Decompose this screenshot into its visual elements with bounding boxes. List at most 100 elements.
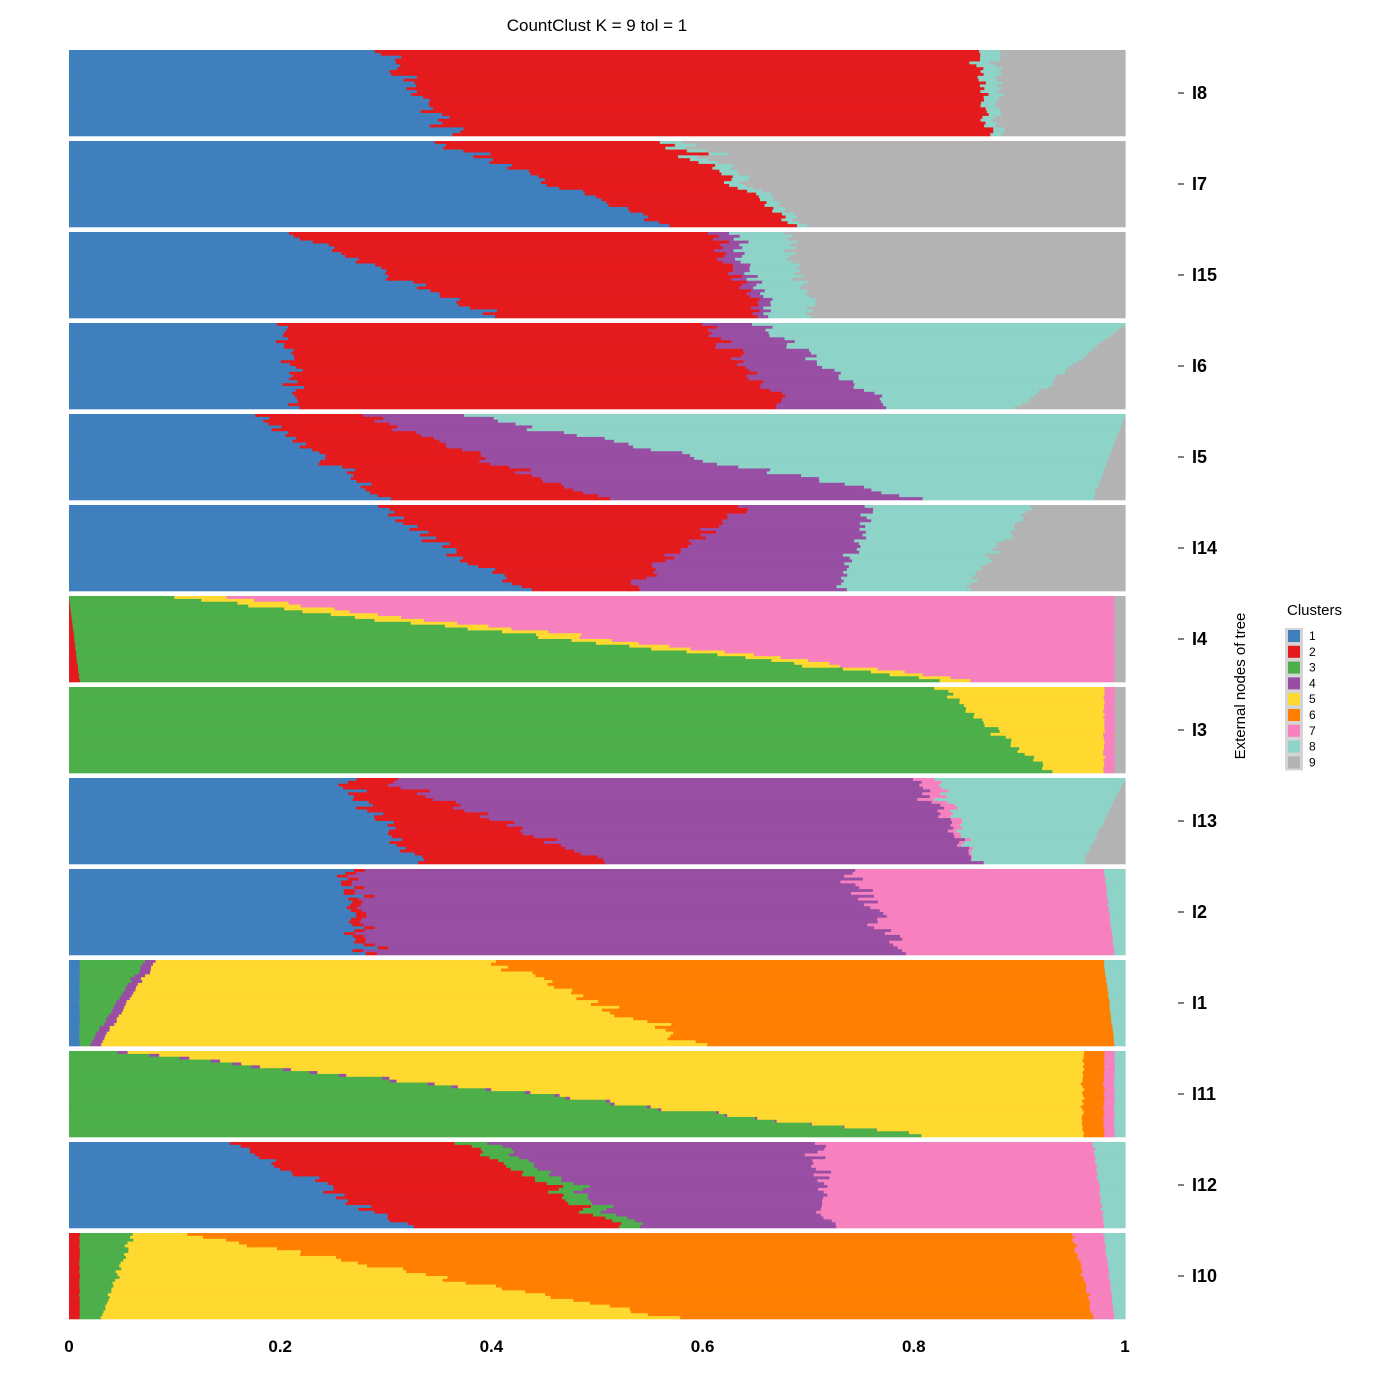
bar-segment-cluster-8 <box>1107 985 1126 989</box>
bar-segment-cluster-1 <box>69 232 290 236</box>
bar-segment-cluster-3 <box>69 1119 776 1123</box>
bar-segment-cluster-4 <box>727 516 868 520</box>
bar-segment-cluster-5 <box>998 727 1105 731</box>
bar-segment-cluster-8 <box>871 488 1096 492</box>
bar-segment-cluster-4 <box>722 246 743 250</box>
bar-segment-cluster-4 <box>364 869 856 873</box>
bar-segment-cluster-5 <box>111 1290 526 1294</box>
bar-segment-cluster-7 <box>831 1170 1098 1174</box>
bar-segment-cluster-2 <box>371 482 562 486</box>
bar-segment-cluster-8 <box>972 855 1085 859</box>
bar-segment-cluster-6 <box>629 1307 1091 1311</box>
bar-segment-cluster-4 <box>582 491 882 495</box>
bar-segment-cluster-1 <box>69 340 277 344</box>
bar-segment-cluster-9 <box>777 204 1126 208</box>
bar-segment-cluster-7 <box>424 618 1115 623</box>
bar-segment-cluster-8 <box>1114 1131 1126 1135</box>
bar-segment-cluster-8 <box>756 283 803 287</box>
bar-segment-cluster-3 <box>583 1207 608 1212</box>
bar-segment-cluster-4 <box>653 570 844 575</box>
bar-segment-cluster-8 <box>841 576 973 580</box>
bar-segment-cluster-8 <box>1106 883 1126 887</box>
bar-segment-cluster-9 <box>811 315 1126 319</box>
legend-title: Clusters <box>1287 602 1342 619</box>
bar-segment-cluster-8 <box>1104 1235 1126 1240</box>
bar-segment-cluster-2 <box>538 175 734 179</box>
bar-segment-cluster-3 <box>79 1255 127 1260</box>
bar-segment-cluster-1 <box>69 158 494 162</box>
bar-segment-cluster-7 <box>822 1202 1102 1206</box>
bar-segment-cluster-9 <box>1004 93 1126 97</box>
bar-segment-cluster-5 <box>126 1000 599 1004</box>
bar-segment-cluster-5 <box>727 1114 1083 1118</box>
bar-segment-cluster-2 <box>531 588 641 592</box>
bar-segment-cluster-7 <box>874 926 1112 930</box>
bar-segment-cluster-8 <box>985 107 1001 111</box>
bar-segment-cluster-9 <box>796 215 1126 219</box>
bar-segment-cluster-6 <box>535 974 1107 978</box>
bar-segment-cluster-2 <box>417 525 720 529</box>
bar-segment-cluster-4 <box>615 1213 822 1217</box>
bar-segment-cluster-4 <box>139 971 151 975</box>
panel-i13: I13 <box>69 778 1217 865</box>
bar-segment-cluster-1 <box>69 1031 80 1035</box>
bar-segment-cluster-1 <box>69 838 403 842</box>
bar-segment-cluster-2 <box>374 50 980 54</box>
bar-segment-cluster-2 <box>504 573 658 577</box>
bar-segment-cluster-2 <box>69 1301 81 1305</box>
bar-segment-cluster-4 <box>115 1003 127 1007</box>
bar-segment-cluster-1 <box>69 388 297 393</box>
bar-segment-cluster-2 <box>389 1219 613 1223</box>
group-label-i15: I15 <box>1192 265 1217 285</box>
bar-segment-cluster-1 <box>69 181 542 185</box>
bar-segment-cluster-9 <box>1072 363 1126 367</box>
bar-segment-cluster-2 <box>288 403 778 407</box>
bar-segment-cluster-5 <box>457 1085 1084 1089</box>
bar-segment-cluster-3 <box>70 610 304 614</box>
bar-segment-cluster-1 <box>69 81 415 85</box>
bar-segment-cluster-8 <box>1110 1281 1126 1285</box>
bar-segment-cluster-8 <box>1105 877 1126 881</box>
bar-segment-cluster-1 <box>69 1164 275 1169</box>
bar-segment-cluster-4 <box>705 536 867 540</box>
bar-segment-cluster-6 <box>1083 1102 1105 1106</box>
bar-segment-cluster-9 <box>1119 789 1126 793</box>
bar-segment-cluster-1 <box>69 841 391 845</box>
bar-segment-cluster-9 <box>681 141 1126 145</box>
bar-segment-cluster-2 <box>348 792 418 796</box>
bar-segment-cluster-6 <box>491 962 1105 967</box>
bar-segment-cluster-7 <box>1077 1255 1108 1260</box>
bar-segment-cluster-9 <box>1114 709 1126 714</box>
bar-segment-cluster-7 <box>1081 1264 1109 1268</box>
bar-segment-cluster-4 <box>726 252 746 256</box>
bar-segment-cluster-8 <box>1112 1301 1126 1305</box>
bar-segment-cluster-8 <box>772 325 1122 330</box>
bar-segment-cluster-8 <box>822 366 1071 370</box>
bar-segment-cluster-3 <box>506 1164 535 1169</box>
bar-segment-cluster-5 <box>248 604 302 608</box>
bar-segment-cluster-3 <box>79 1281 114 1285</box>
bar-segment-cluster-6 <box>525 1290 1087 1294</box>
bar-segment-cluster-8 <box>838 374 1057 378</box>
bar-segment-cluster-8 <box>742 246 797 250</box>
bar-segment-cluster-4 <box>479 459 704 464</box>
bar-segment-cluster-9 <box>1114 744 1126 748</box>
bar-segment-cluster-8 <box>844 562 989 566</box>
bar-segment-cluster-4 <box>717 257 736 261</box>
bar-segment-cluster-1 <box>69 70 391 74</box>
bar-segment-cluster-8 <box>716 462 1108 466</box>
bar-segment-cluster-3 <box>69 1053 150 1058</box>
bar-segment-cluster-1 <box>69 1213 389 1217</box>
bar-segment-cluster-7 <box>1103 770 1115 774</box>
bar-segment-cluster-4 <box>533 835 955 839</box>
bar-segment-cluster-4 <box>92 1040 104 1044</box>
bar-segment-cluster-9 <box>1002 67 1126 71</box>
bar-segment-cluster-8 <box>1110 926 1126 930</box>
bar-segment-cluster-2 <box>293 354 742 358</box>
bar-segment-cluster-3 <box>69 689 950 694</box>
bar-segment-cluster-3 <box>69 598 202 603</box>
bar-segment-cluster-5 <box>149 971 534 975</box>
bar-segment-cluster-7 <box>893 943 1114 947</box>
bar-segment-cluster-5 <box>934 687 1105 691</box>
bar-segment-cluster-8 <box>739 243 791 247</box>
